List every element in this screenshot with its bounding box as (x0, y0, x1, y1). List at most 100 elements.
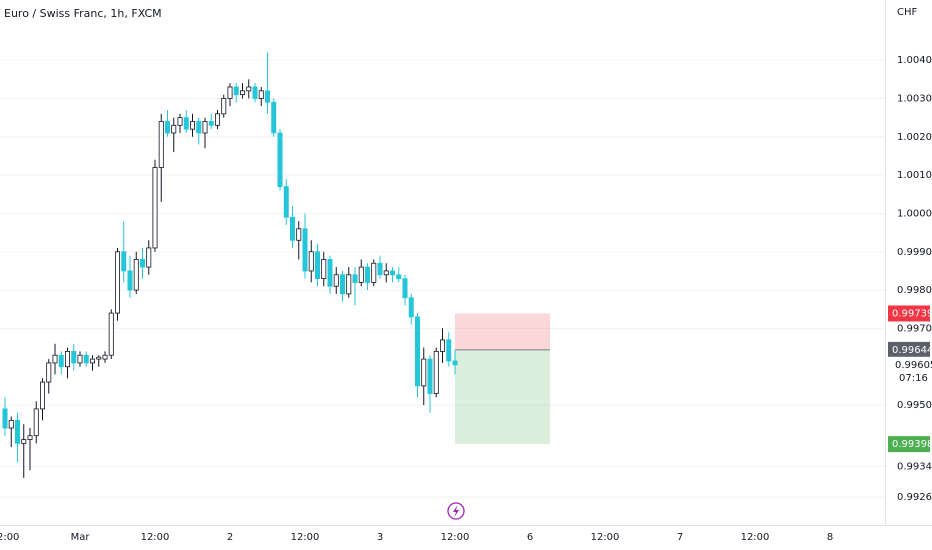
candle-body (283, 186, 289, 218)
candle-body (296, 228, 302, 241)
candle-body (408, 297, 414, 318)
candle-body (364, 266, 370, 283)
candle-body (139, 259, 145, 268)
x-tick-label: 8 (827, 532, 833, 543)
candle-body (208, 121, 214, 126)
candle-body (71, 351, 77, 364)
candle-body (27, 435, 33, 440)
candle-body (158, 121, 164, 168)
candle-body (21, 439, 27, 444)
candle-body (8, 419, 14, 429)
candle-body (152, 167, 158, 249)
x-tick-label: 12:00 (0, 532, 19, 543)
candle-body (414, 316, 420, 387)
candle-body (339, 274, 345, 295)
x-tick-label: 12:00 (591, 532, 620, 543)
candle-body (233, 86, 239, 96)
candle-body (33, 408, 39, 437)
price-label-box (888, 341, 930, 358)
x-tick-label: 3 (377, 532, 383, 543)
candle-body (252, 86, 258, 99)
candle-body (171, 124, 177, 134)
currency-label: CHF (897, 7, 918, 18)
candle-body (452, 360, 458, 366)
candle-body (289, 216, 295, 241)
last-price-box (888, 356, 930, 387)
x-tick-label: Mar (71, 532, 91, 543)
candle-body (327, 259, 333, 287)
chart-title: Euro / Swiss Franc, 1h, FXCM (4, 7, 162, 20)
candle-body (383, 270, 389, 276)
candle-body (427, 358, 433, 394)
candle-body (264, 90, 270, 103)
candle-body (146, 247, 152, 268)
candle-body (177, 117, 183, 126)
price-label-box (888, 436, 930, 453)
candle-body (246, 86, 252, 92)
candle-body (96, 356, 102, 360)
candle-body (46, 362, 52, 383)
x-tick-label: 12:00 (141, 532, 170, 543)
candle-body (302, 228, 308, 272)
candle-body (439, 339, 445, 352)
alert-icon[interactable] (447, 502, 465, 520)
candle-body (396, 274, 402, 279)
price-label-box (888, 305, 930, 322)
candle-body (371, 262, 377, 283)
candle-body (196, 121, 202, 134)
y-tick-label: 1.00300 (897, 93, 932, 104)
candle-body (321, 259, 327, 279)
candle-body (77, 354, 83, 364)
last-price-label: 0.99605 (895, 360, 932, 371)
x-tick-label: 12:00 (291, 532, 320, 543)
candle-body (102, 354, 108, 360)
candle-body (121, 251, 127, 272)
candle-body (115, 251, 121, 314)
x-tick-label: 12:00 (441, 532, 470, 543)
candle-body (90, 358, 96, 364)
price-label: 0.99644 (892, 345, 932, 356)
x-tick-label: 12:00 (741, 532, 770, 543)
candle-body (133, 259, 139, 291)
x-tick-label: 7 (677, 532, 683, 543)
candle-body (239, 90, 245, 96)
countdown-label: 07:16 (899, 373, 928, 384)
candle-body (14, 419, 20, 444)
candle-body (183, 117, 189, 130)
price-label: 0.99739 (892, 308, 932, 319)
candle-body (108, 312, 114, 356)
candle-body (352, 274, 358, 283)
candle-body (189, 121, 195, 130)
stop-zone (455, 313, 550, 350)
candle-body (308, 251, 314, 272)
target-zone (455, 349, 550, 445)
y-tick-label: 1.00200 (897, 132, 932, 143)
y-tick-label: 1.00100 (897, 170, 932, 181)
y-tick-label: 0.99260 (897, 492, 932, 503)
x-tick-label: 6 (527, 532, 533, 543)
candle-body (389, 270, 395, 276)
candle-body (258, 90, 264, 99)
candle-body (333, 274, 339, 287)
candle-body (127, 270, 133, 291)
candle-body (377, 262, 383, 276)
candle-body (277, 132, 283, 188)
candle-body (221, 98, 227, 115)
candle-body (227, 86, 233, 99)
candle-body (2, 408, 8, 429)
candle-body (214, 113, 220, 126)
candle-body (402, 278, 408, 299)
candle-body (40, 381, 46, 410)
alert-bolt[interactable] (453, 505, 459, 517)
candle-body (52, 354, 58, 364)
candle-body (346, 274, 352, 295)
candle-body (164, 121, 170, 134)
candle-body (83, 354, 89, 364)
candle-body (65, 351, 71, 368)
